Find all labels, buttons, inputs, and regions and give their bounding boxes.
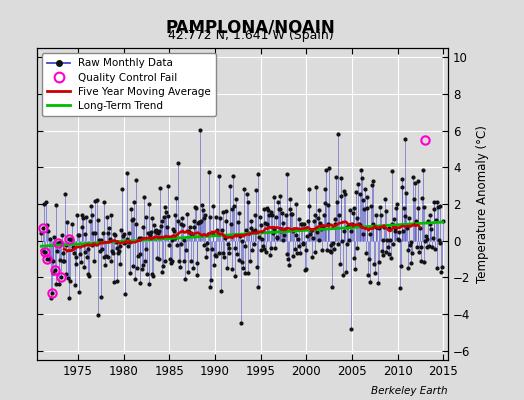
- Legend: Raw Monthly Data, Quality Control Fail, Five Year Moving Average, Long-Term Tren: Raw Monthly Data, Quality Control Fail, …: [42, 53, 216, 116]
- Y-axis label: Temperature Anomaly (°C): Temperature Anomaly (°C): [476, 125, 489, 283]
- Text: PAMPLONA/NOAIN: PAMPLONA/NOAIN: [166, 18, 335, 36]
- Text: 42.772 N, 1.641 W (Spain): 42.772 N, 1.641 W (Spain): [168, 29, 333, 42]
- Text: Berkeley Earth: Berkeley Earth: [372, 386, 448, 396]
